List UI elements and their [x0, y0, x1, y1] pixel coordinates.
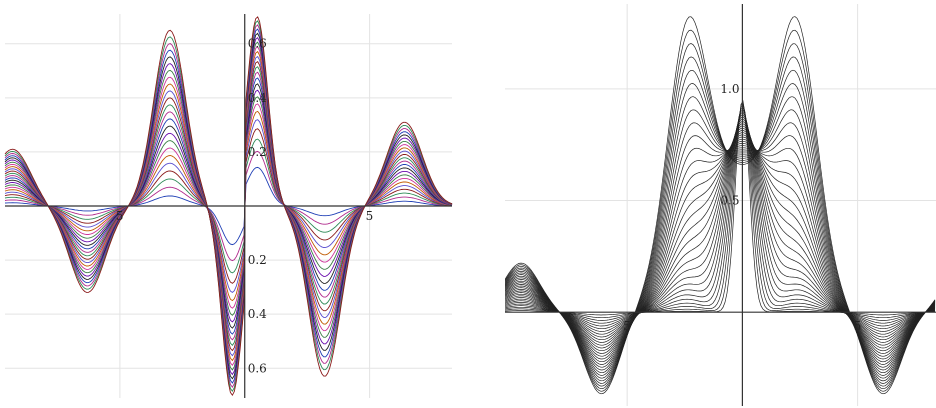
right-series-line: [505, 123, 936, 343]
left-series-line: [4, 77, 453, 335]
right-series-line: [505, 96, 936, 379]
right-grid: [505, 4, 936, 406]
y-tick-label: 0.5: [720, 194, 739, 208]
left-series-line: [4, 71, 453, 341]
x-tick-label: 5: [116, 209, 124, 223]
y-tick-label: 0.4: [248, 307, 267, 321]
right-series-line: [505, 116, 936, 335]
left-series-line: [4, 128, 453, 284]
left-series-line: [4, 166, 453, 246]
right-chart: 5 5 1.0 0.5: [505, 4, 936, 406]
left-series-line: [4, 66, 453, 347]
x-tick-label: 5: [854, 319, 862, 333]
right-series-line: [505, 109, 936, 376]
right-series-line: [505, 104, 936, 321]
left-series-line: [4, 50, 453, 362]
right-series-line: [505, 83, 936, 382]
right-series-line: [505, 111, 936, 330]
left-series-line: [4, 138, 453, 274]
right-series-line: [505, 122, 936, 374]
right-series-line: [505, 109, 936, 327]
left-series-line: [4, 89, 453, 323]
y-tick-label: 0.2: [248, 253, 267, 267]
right-series-line: [505, 127, 936, 349]
left-chart-panel: 5 5 0.6 0.4 0.2 0.2 0.4 0.6: [0, 0, 460, 408]
left-series-line: [4, 16, 453, 397]
left-series-line: [4, 83, 453, 329]
right-series-line: [505, 135, 936, 371]
right-series-line: [505, 140, 936, 365]
left-axes: 5 5 0.6 0.4 0.2 0.2 0.4 0.6: [5, 14, 452, 398]
right-series-line: [505, 121, 936, 341]
right-series-line: [505, 69, 936, 384]
left-series-line: [4, 55, 453, 357]
left-series-line: [4, 150, 453, 262]
left-series-line: [4, 103, 453, 309]
y-tick-label: 0.2: [248, 145, 267, 159]
right-series-line: [505, 130, 936, 352]
x-tick-label: 5: [366, 209, 374, 223]
right-series-line: [505, 100, 936, 316]
y-tick-label: 0.6: [248, 37, 267, 51]
left-series-line: [4, 36, 453, 376]
right-series-line: [505, 132, 936, 354]
left-series-line: [4, 60, 453, 352]
y-tick-label: 1.0: [720, 82, 739, 96]
left-series-line: [4, 46, 453, 366]
right-series-line: [505, 107, 936, 324]
right-series-line: [505, 114, 936, 332]
y-tick-label: 0.6: [248, 361, 267, 375]
right-series-line: [505, 134, 936, 357]
x-tick-label: 5: [623, 319, 631, 333]
right-series-line: [505, 136, 936, 360]
left-series-group: [4, 16, 453, 397]
right-axes: 5 5 1.0 0.5: [505, 4, 936, 406]
right-series-line: [505, 143, 936, 368]
y-tick-label: 0.4: [248, 91, 267, 105]
right-series-line: [505, 102, 936, 319]
right-series-line: [505, 125, 936, 346]
left-chart: 5 5 0.6 0.4 0.2 0.2 0.4 0.6: [4, 14, 453, 398]
right-chart-panel: 5 5 1.0 0.5: [505, 0, 936, 408]
right-series-line: [505, 118, 936, 338]
left-series-line: [4, 96, 453, 316]
left-series-line: [4, 110, 453, 302]
right-series-group: [505, 16, 936, 395]
right-series-line: [505, 138, 936, 363]
right-series-line: [505, 16, 936, 395]
left-series-line: [4, 119, 453, 293]
